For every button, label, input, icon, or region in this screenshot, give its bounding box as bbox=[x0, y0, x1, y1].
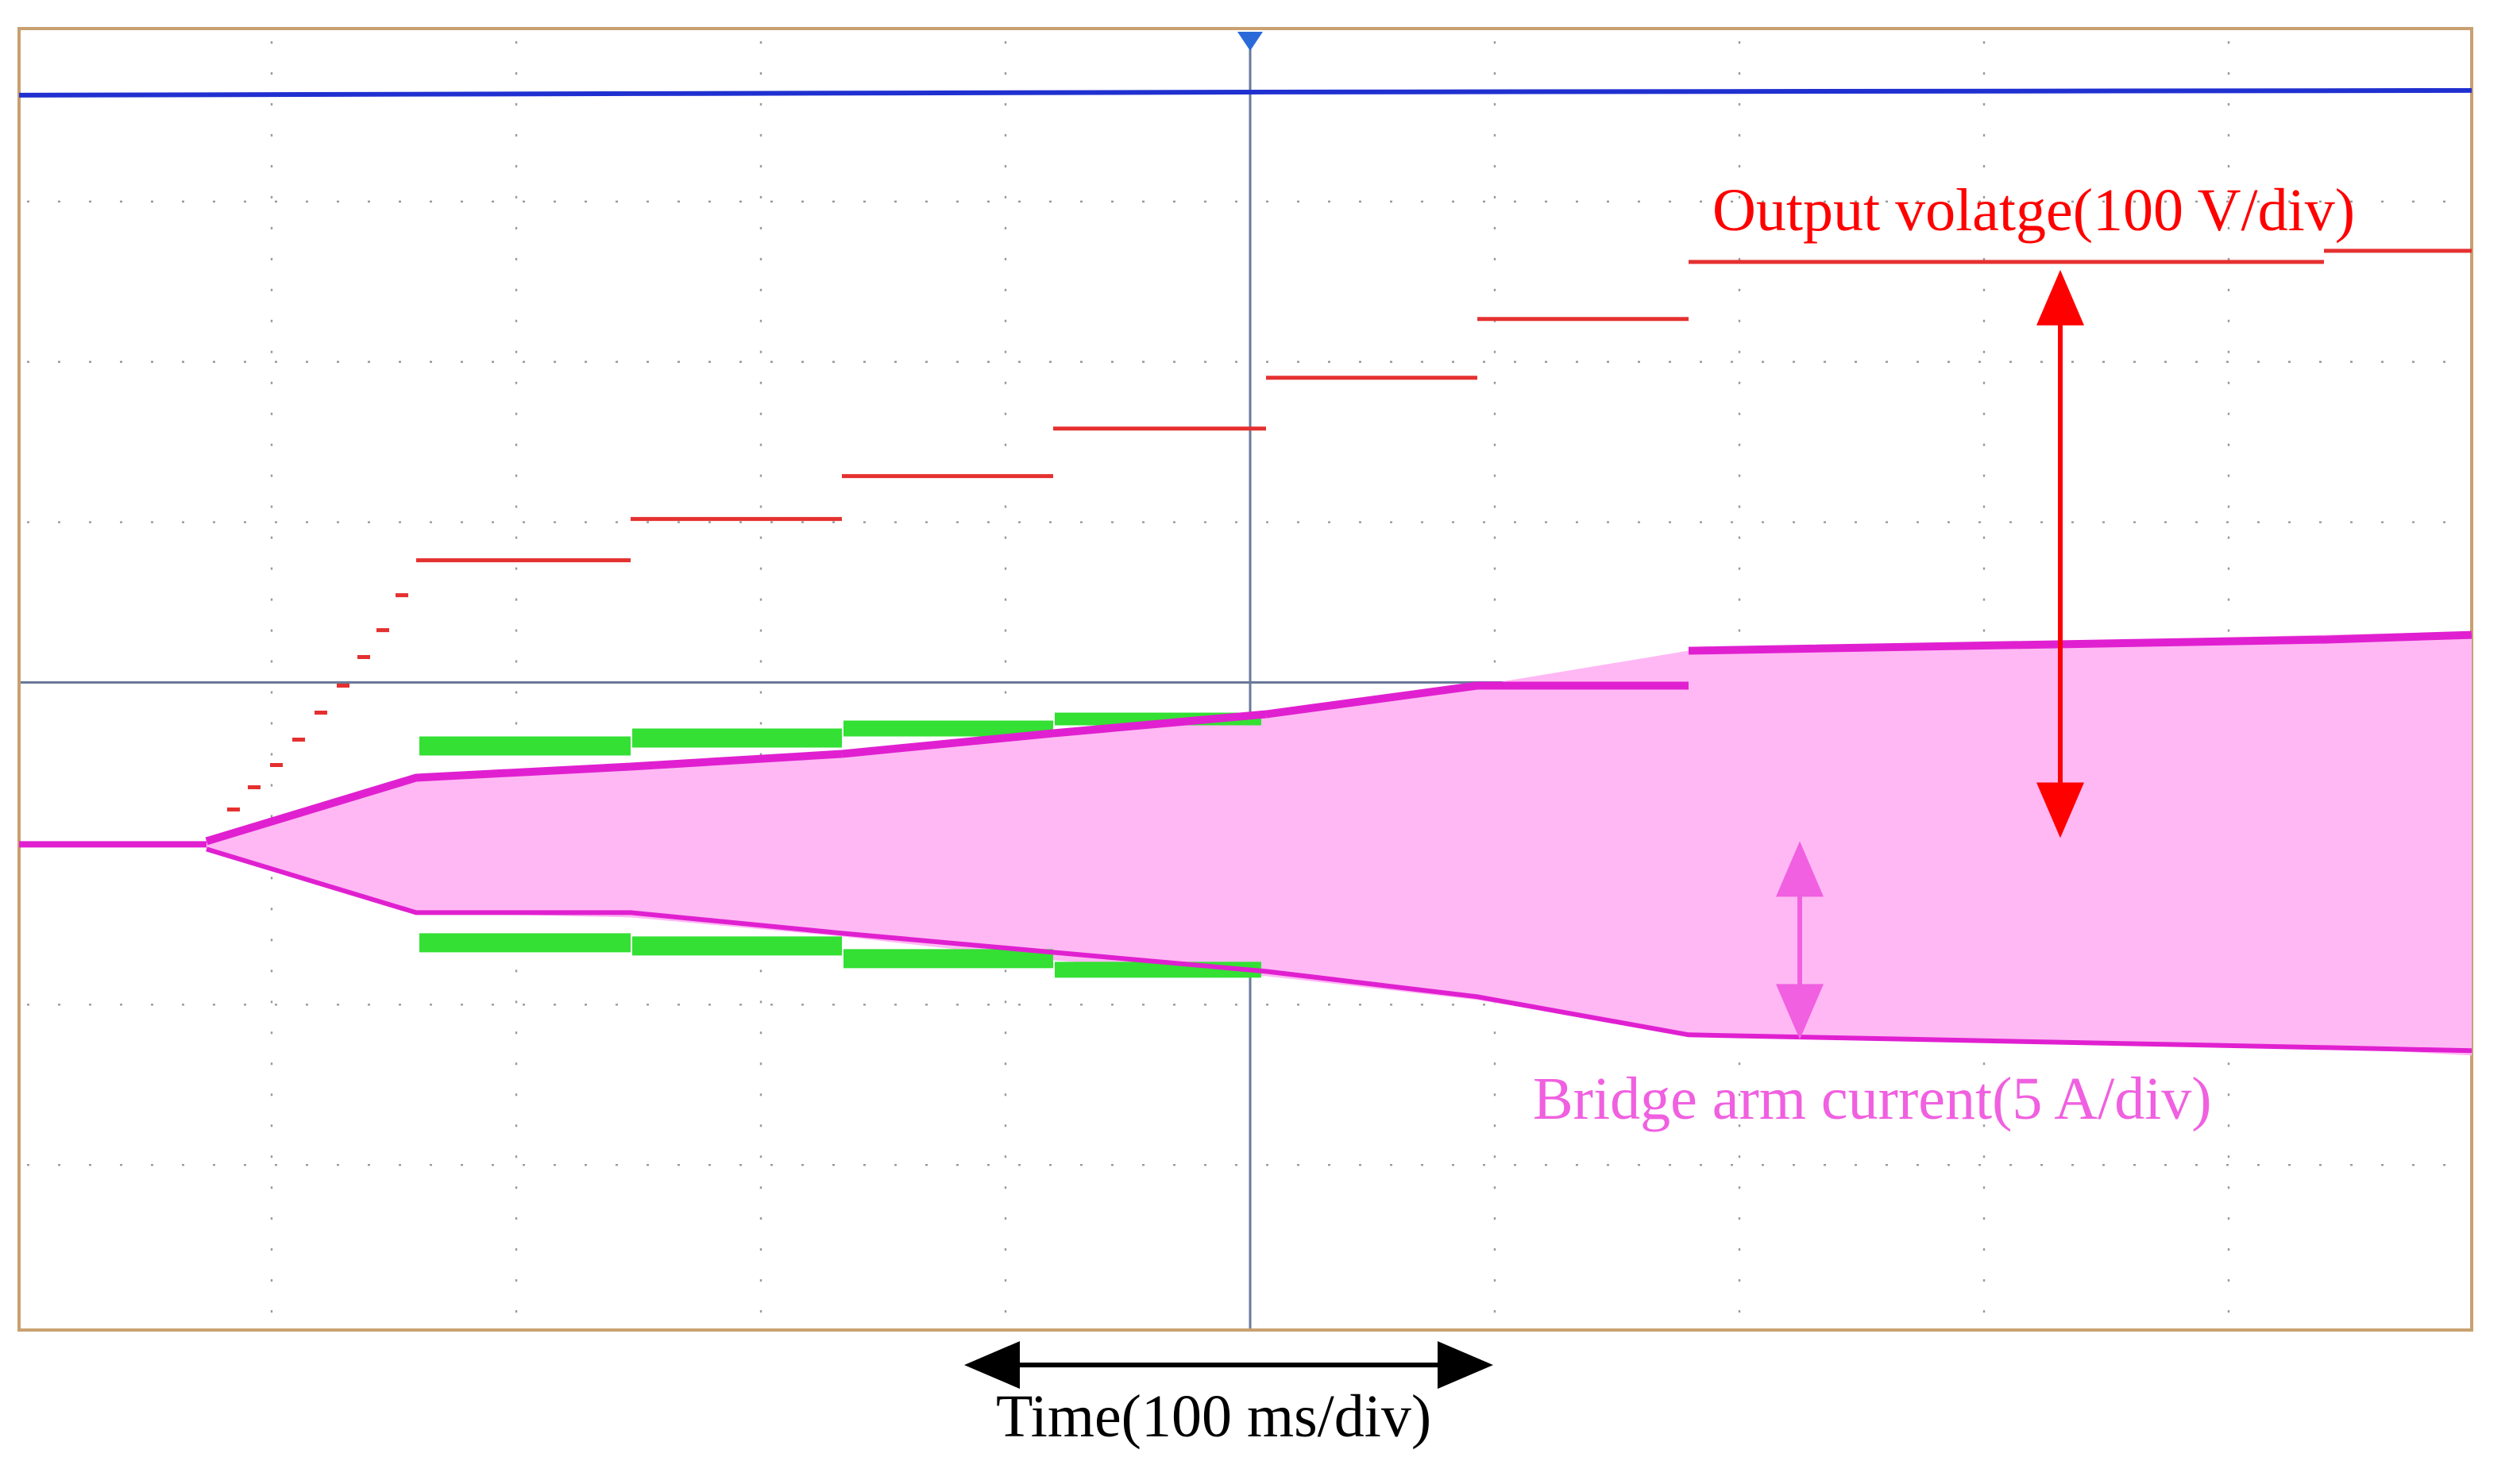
envelope-bottom bbox=[206, 846, 2472, 1054]
time-label: Time(100 ms/div) bbox=[996, 1383, 1431, 1450]
envelope-top bbox=[205, 630, 2472, 846]
green-band bbox=[843, 949, 1053, 969]
arrow-head bbox=[964, 1341, 1020, 1390]
current-envelope bbox=[207, 631, 2472, 1056]
time-arrow bbox=[964, 1341, 1493, 1390]
green-band bbox=[843, 720, 1053, 737]
green-band bbox=[419, 736, 631, 756]
voltage-arrow bbox=[2036, 269, 2084, 838]
arrow-head bbox=[2036, 269, 2084, 326]
blue-trace bbox=[18, 87, 2472, 98]
green-trace bbox=[419, 712, 1261, 978]
arrow-head bbox=[1438, 1341, 1493, 1390]
green-band bbox=[632, 936, 842, 956]
green-band bbox=[632, 728, 842, 748]
voltage-trace bbox=[227, 249, 2472, 811]
arrow-head bbox=[2036, 782, 2084, 838]
trigger-marker bbox=[1237, 31, 1263, 51]
arrow-head bbox=[1776, 841, 1824, 897]
magenta-envelope bbox=[205, 630, 2472, 1054]
voltage-steps bbox=[227, 249, 2472, 811]
arrow-head bbox=[1776, 984, 1824, 1040]
current-label: Bridge arm current(5 A/div) bbox=[1533, 1066, 2212, 1132]
green-band bbox=[419, 933, 631, 953]
voltage-label: Output volatge(100 V/div) bbox=[1712, 177, 2355, 244]
current-arrow bbox=[1776, 841, 1824, 1040]
